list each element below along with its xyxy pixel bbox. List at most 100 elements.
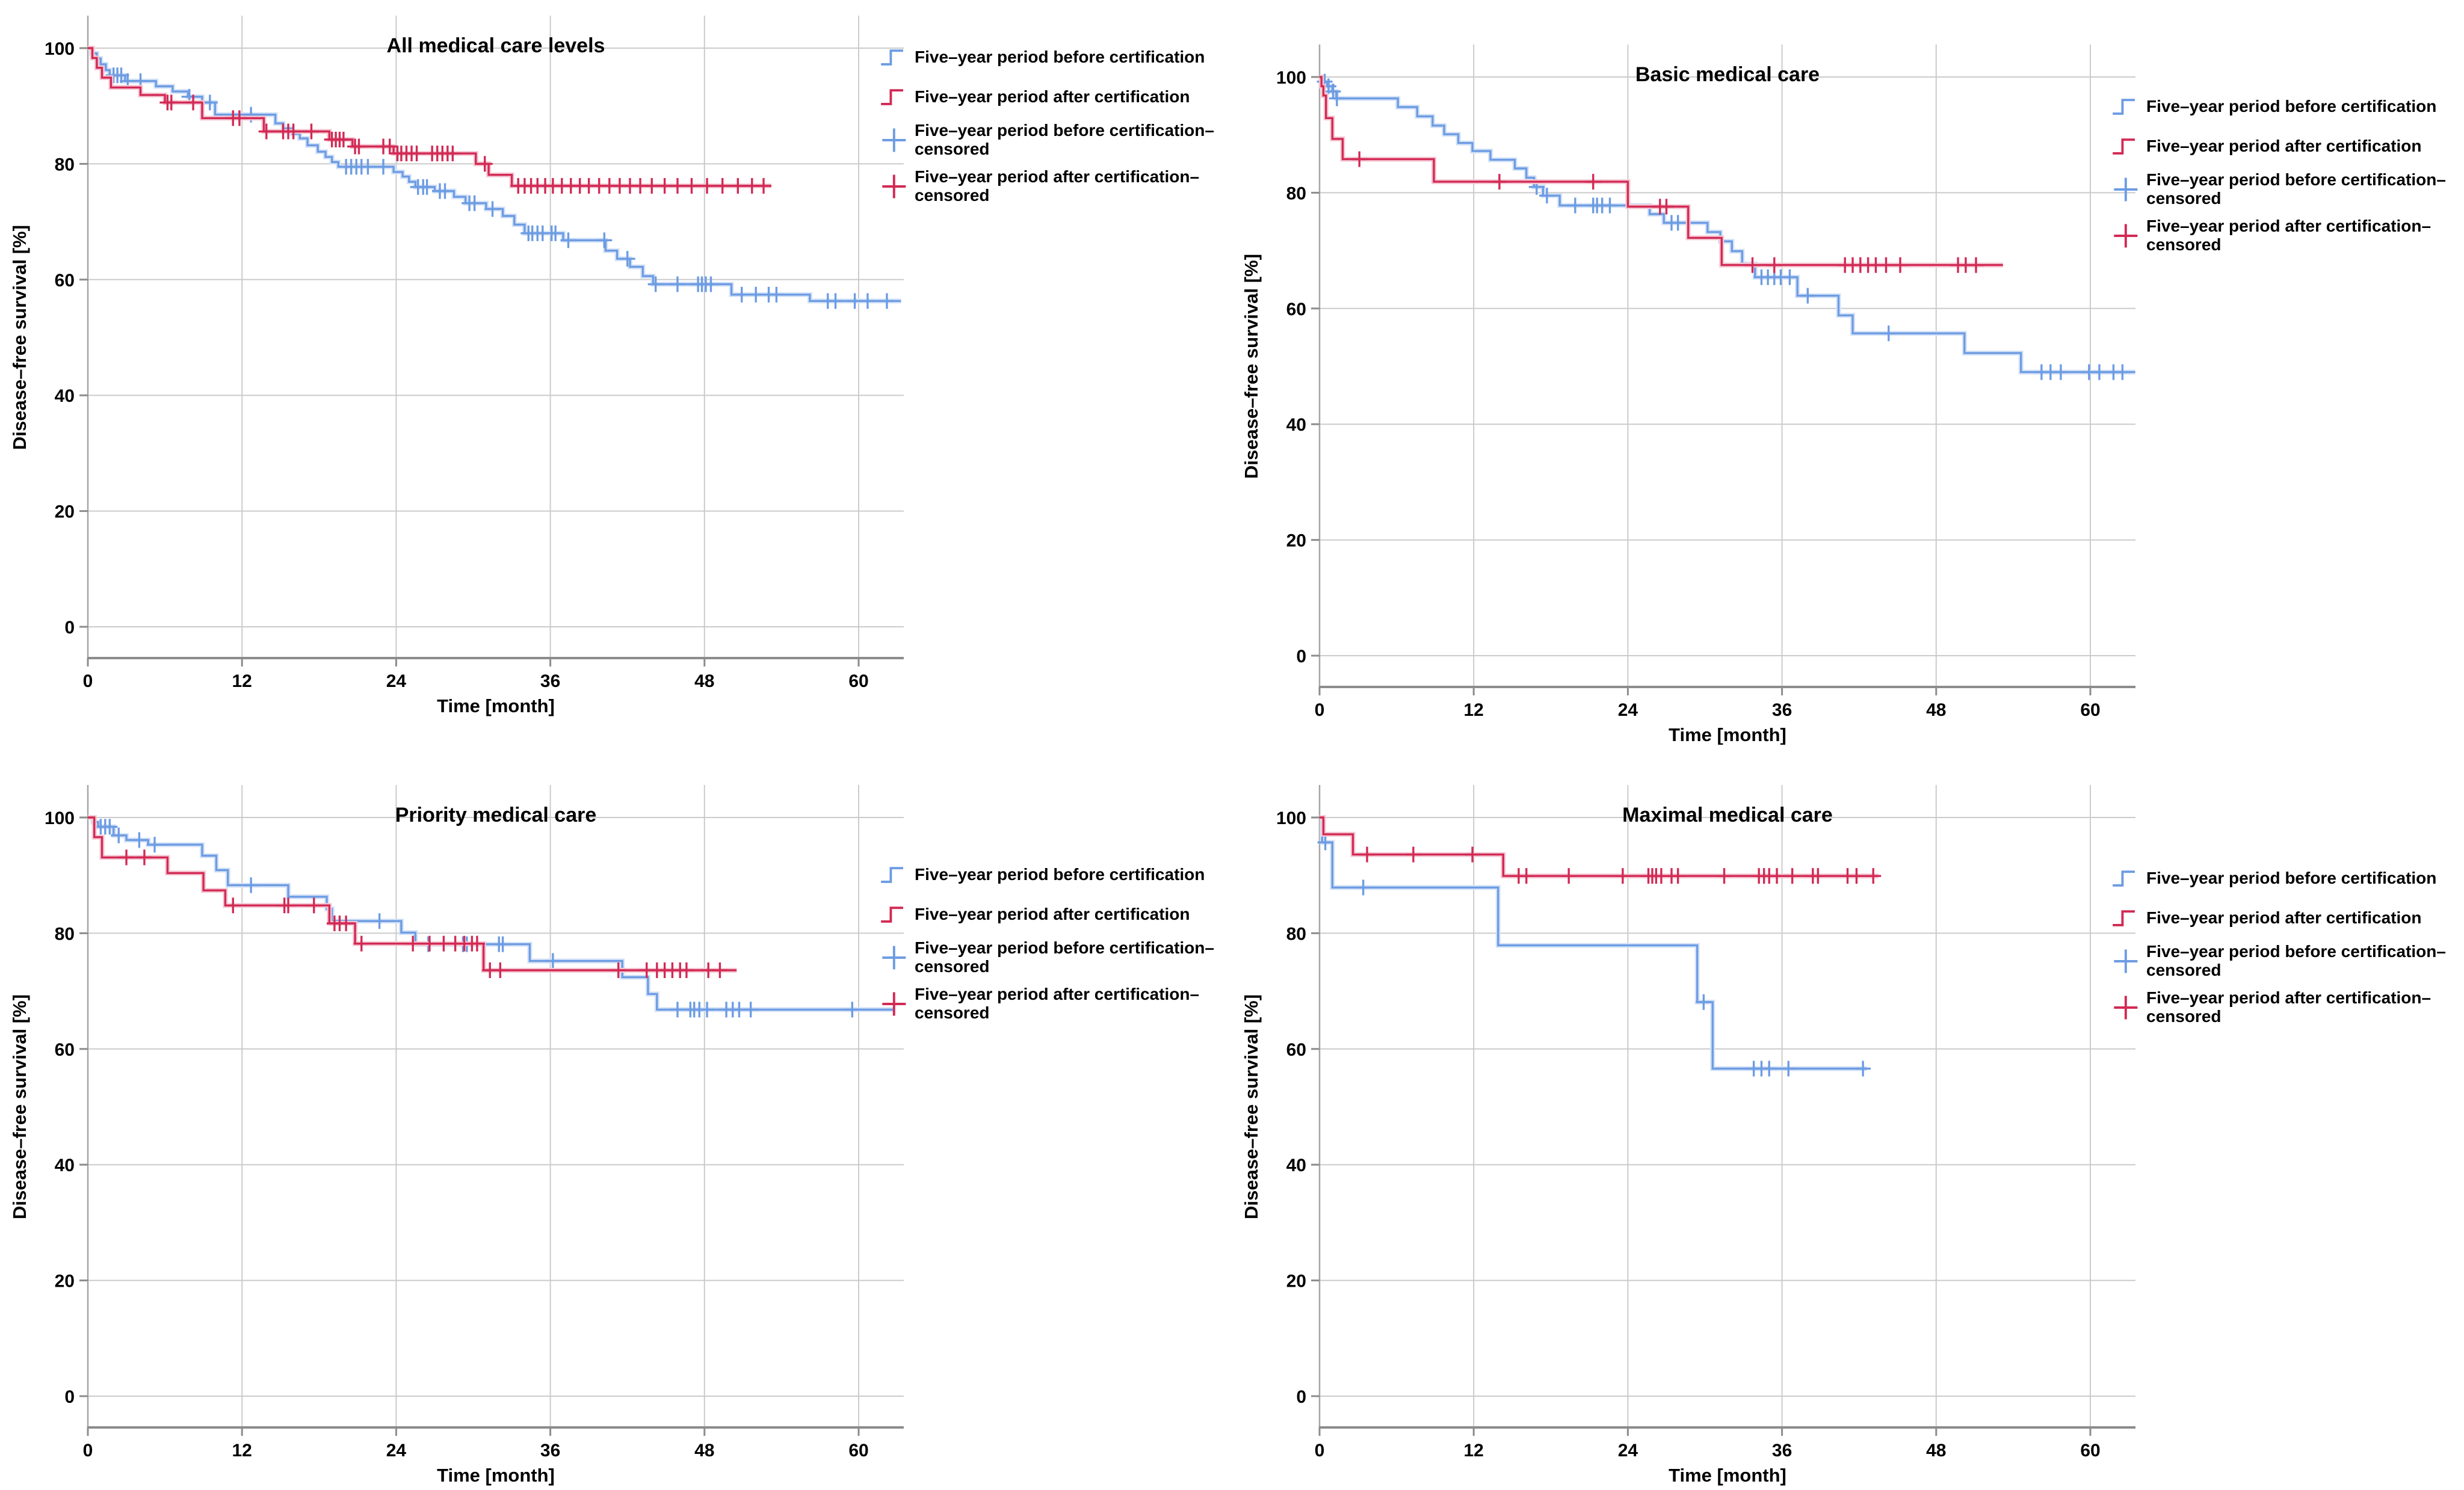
plus-censor-icon (882, 128, 906, 152)
km-plot-canvas: 0 20 40 60 80 100 0 12 24 36 48 60 (1276, 785, 2135, 1461)
legend-label: Five–year period before certification (2146, 96, 2437, 115)
step-line-icon (2113, 138, 2135, 155)
y-tick-label: 80 (55, 924, 75, 944)
censor-marks-after (159, 94, 772, 194)
km-plot-canvas: 0 20 40 60 80 100 0 12 24 36 48 60 (45, 16, 904, 691)
y-tick-label: 20 (1286, 531, 1306, 551)
gridlines (1320, 45, 2135, 687)
y-tick-label: 0 (1296, 1387, 1306, 1407)
km-plot-canvas: 0 20 40 60 80 100 0 12 24 36 48 60 (45, 785, 904, 1461)
panel-maximal-medical-care: 0 20 40 60 80 100 0 12 24 36 48 60 Maximal medical … (1232, 745, 2464, 1490)
y-tick-label: 60 (1286, 1040, 1306, 1060)
y-tick-label: 80 (1286, 924, 1306, 944)
x-tick-label: 36 (540, 671, 560, 691)
legend: Five–year period before certification Fi… (880, 860, 1226, 1022)
plus-censor-icon (882, 992, 906, 1016)
legend-item-before-censored: Five–year period before certification–ce… (880, 938, 1226, 976)
plot-title: Maximal medical care (1622, 804, 1833, 827)
legend-item-before: Five–year period before certification (2111, 863, 2457, 893)
x-tick-label: 36 (1772, 700, 1792, 720)
survival-curve-after (1320, 816, 1879, 877)
legend-label: Five–year period after certification (2146, 136, 2422, 155)
y-axis-label: Disease–free survival [%] (1241, 994, 1262, 1219)
survival-curve-before (1320, 816, 1867, 1070)
legend-item-before-censored: Five–year period before certification–ce… (880, 121, 1226, 158)
panel-all-medical-care-levels: 0 20 40 60 80 100 0 12 24 36 48 60 All medical care… (0, 0, 1232, 745)
plus-censor-icon (2114, 224, 2138, 248)
legend-item-before: Five–year period before certification (880, 860, 1226, 890)
panel-priority-medical-care: 0 20 40 60 80 100 0 12 24 36 48 60 Priority medical… (0, 745, 1232, 1490)
x-axis-label: Time [month] (437, 1465, 555, 1486)
x-tick-label: 60 (2080, 1441, 2100, 1461)
x-tick-label: 0 (83, 671, 93, 691)
x-tick-label: 24 (1618, 700, 1638, 720)
survival-curve-halo-after (88, 46, 771, 188)
legend: Five–year period before certification Fi… (880, 42, 1226, 205)
km-plot-canvas: 0 20 40 60 80 100 0 12 24 36 48 60 (1276, 45, 2135, 720)
x-tick-label: 24 (386, 671, 407, 691)
axes (1318, 45, 2135, 688)
step-line-icon (881, 867, 903, 883)
step-line-icon (881, 907, 903, 923)
legend-label: Five–year period after certification (915, 87, 1190, 106)
y-tick-label: 0 (64, 1387, 75, 1407)
legend-item-before-censored: Five–year period before certification–ce… (2111, 170, 2457, 208)
survival-curve-halo-before (88, 815, 894, 1012)
censor-marks-before (105, 67, 895, 309)
legend-label: Five–year period before certification–ce… (915, 121, 1214, 158)
y-tick-label: 80 (55, 155, 75, 174)
axes (87, 785, 904, 1429)
x-tick-label: 48 (694, 1441, 714, 1461)
plot-title: All medical care levels (386, 34, 605, 58)
survival-curve-before (88, 816, 894, 1011)
y-axis-label: Disease–free survival [%] (9, 994, 30, 1219)
censor-marks-before (1317, 834, 1871, 1077)
legend-item-before: Five–year period before certification (2111, 91, 2457, 122)
legend-label: Five–year period after certification (2146, 908, 2422, 927)
x-tick-label: 60 (2080, 700, 2100, 720)
step-line-icon (2113, 870, 2135, 887)
plot-title: Priority medical care (395, 804, 597, 827)
legend-label: Five–year period after certification–cen… (2146, 988, 2432, 1026)
y-tick-label: 20 (55, 502, 75, 522)
panel-basic-medical-care: 0 20 40 60 80 100 0 12 24 36 48 60 Basic medical ca… (1232, 0, 2464, 745)
x-tick-label: 36 (540, 1441, 560, 1461)
legend-item-after: Five–year period after certification (2111, 903, 2457, 933)
legend-label: Five–year period before certification (915, 864, 1205, 884)
legend-item-before: Five–year period before certification (880, 42, 1226, 72)
plus-censor-icon (2114, 996, 2138, 1020)
y-tick-label: 60 (55, 271, 75, 291)
censor-marks-before (1317, 73, 2131, 380)
legend-item-after: Five–year period after certification (880, 899, 1226, 929)
y-tick-label: 40 (55, 386, 75, 406)
x-tick-label: 36 (1772, 1441, 1792, 1461)
legend: Five–year period before certification Fi… (2111, 863, 2457, 1026)
censor-marks-after (1351, 151, 1984, 273)
legend-label: Five–year period before certification (2146, 868, 2437, 887)
y-tick-label: 0 (1296, 647, 1306, 666)
legend-label: Five–year period before certification–ce… (2146, 170, 2446, 208)
x-tick-label: 48 (1926, 1441, 1946, 1461)
y-axis-label: Disease–free survival [%] (9, 225, 30, 450)
x-tick-label: 48 (1926, 700, 1946, 720)
step-line-icon (881, 49, 903, 66)
plus-censor-icon (882, 946, 906, 970)
survival-curve-after (1320, 76, 2003, 266)
x-tick-label: 0 (1315, 1441, 1325, 1461)
legend-label: Five–year period before certification–ce… (915, 938, 1214, 976)
x-tick-label: 12 (1464, 700, 1484, 720)
y-tick-label: 60 (55, 1040, 75, 1060)
legend-item-after-censored: Five–year period after certification–cen… (2111, 988, 2457, 1026)
step-line-icon (2113, 99, 2135, 115)
legend-item-after-censored: Five–year period after certification–cen… (880, 167, 1226, 205)
legend-label: Five–year period before certification–ce… (2146, 942, 2446, 979)
censor-marks-before (93, 819, 860, 1018)
x-axis-label: Time [month] (1669, 1465, 1786, 1486)
x-tick-label: 24 (386, 1441, 407, 1461)
survival-curve-halo-after (1319, 75, 2003, 268)
legend-item-after-censored: Five–year period after certification–cen… (2111, 217, 2457, 254)
x-tick-label: 0 (1315, 700, 1325, 720)
tick-labels: 0 20 40 60 80 100 0 12 24 36 48 60 (1276, 68, 2101, 720)
survival-curve-before (88, 47, 901, 303)
plus-censor-icon (882, 174, 906, 199)
